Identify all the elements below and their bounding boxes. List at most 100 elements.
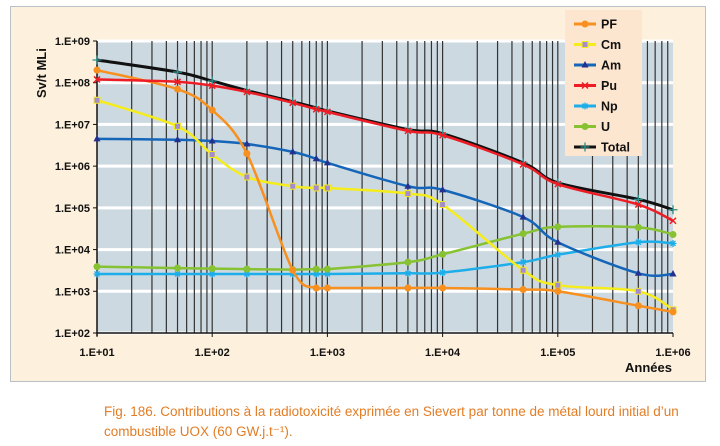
- data-point: [243, 88, 251, 96]
- legend-item: Pu: [574, 79, 617, 93]
- data-point: [312, 284, 320, 292]
- data-point: [323, 265, 331, 273]
- y-axis-label: Sv/t MLi: [34, 48, 49, 98]
- data-point: [668, 205, 678, 215]
- data-point: [93, 134, 101, 142]
- x-axis-label: Années: [625, 360, 672, 375]
- data-point: [581, 123, 589, 130]
- legend-item: Np: [574, 100, 618, 114]
- x-tick-label: 1.E+03: [310, 347, 345, 359]
- data-point: [519, 230, 527, 238]
- y-tick-label: 1.E+08: [55, 78, 90, 90]
- data-point: [174, 270, 182, 278]
- data-point: [174, 122, 182, 130]
- legend-label: Am: [601, 59, 621, 73]
- data-point: [243, 139, 251, 147]
- data-point: [554, 287, 562, 295]
- data-point: [439, 269, 447, 277]
- data-point: [634, 302, 642, 310]
- data-point: [323, 158, 331, 166]
- data-point: [174, 85, 182, 93]
- y-tick-label: 1.E+05: [55, 203, 90, 215]
- data-point: [634, 287, 642, 295]
- data-point: [289, 266, 297, 274]
- data-point: [669, 217, 677, 225]
- data-point: [173, 78, 182, 86]
- legend-item: Total: [574, 141, 630, 155]
- data-point: [581, 20, 589, 28]
- legend-label: Total: [601, 141, 630, 155]
- data-point: [554, 281, 562, 289]
- data-point: [323, 108, 331, 116]
- data-point: [208, 270, 216, 278]
- data-point: [519, 160, 527, 168]
- x-tick-label: 1.E+02: [195, 347, 230, 359]
- data-point: [312, 105, 320, 113]
- y-tick-label: 1.E+04: [55, 245, 91, 257]
- data-point: [174, 264, 182, 272]
- data-point: [404, 127, 412, 135]
- y-tick-label: 1.E+09: [55, 36, 90, 48]
- data-point: [404, 258, 412, 266]
- data-point: [243, 173, 251, 181]
- data-point: [669, 308, 677, 316]
- data-point: [634, 238, 642, 246]
- y-tick-label: 1.E+02: [55, 328, 90, 340]
- data-point: [312, 154, 320, 162]
- data-point: [174, 135, 182, 143]
- legend-label: PF: [601, 18, 617, 32]
- data-point: [554, 180, 562, 188]
- data-point: [581, 81, 589, 90]
- legend-label: Np: [601, 100, 618, 114]
- data-point: [404, 284, 412, 292]
- data-point: [439, 284, 447, 292]
- data-point: [323, 184, 331, 192]
- data-point: [208, 137, 216, 144]
- data-point: [634, 223, 642, 231]
- data-point: [289, 182, 297, 190]
- data-point: [554, 238, 562, 245]
- data-point: [554, 251, 562, 259]
- data-point: [289, 99, 297, 107]
- y-tick-label: 1.E+03: [55, 286, 90, 298]
- series-np: [93, 238, 677, 278]
- data-point: [439, 185, 447, 193]
- legend-item: PF: [574, 18, 617, 32]
- legend-box: [565, 10, 642, 156]
- data-point: [323, 284, 331, 292]
- legend-item: U: [574, 120, 610, 134]
- data-point: [208, 151, 216, 159]
- data-point: [312, 265, 320, 273]
- data-point: [439, 131, 447, 139]
- data-point: [92, 55, 102, 65]
- legend-item: Cm: [574, 38, 621, 52]
- data-point: [669, 230, 677, 238]
- data-point: [580, 142, 590, 152]
- data-point: [93, 270, 101, 278]
- data-point: [519, 286, 527, 294]
- data-point: [519, 258, 527, 266]
- x-tick-label: 1.E+06: [655, 347, 690, 359]
- data-point: [439, 201, 447, 209]
- data-point: [634, 201, 642, 209]
- data-point: [519, 266, 527, 274]
- data-point: [208, 106, 216, 114]
- data-point: [312, 270, 320, 278]
- data-point: [312, 184, 320, 192]
- data-point: [323, 270, 331, 278]
- x-tick-label: 1.E+05: [540, 347, 575, 359]
- data-point: [404, 190, 412, 198]
- data-point: [519, 213, 527, 220]
- data-point: [581, 41, 589, 48]
- data-point: [669, 239, 677, 247]
- data-point: [243, 265, 251, 273]
- legend-label: Pu: [601, 79, 617, 93]
- data-point: [93, 263, 101, 271]
- data-point: [633, 194, 643, 204]
- data-point: [439, 250, 447, 258]
- legend: PF Cm Am Pu Np U Total: [565, 10, 642, 156]
- data-point: [581, 102, 589, 110]
- x-tick-label: 1.E+04: [425, 347, 461, 359]
- legend-label: Cm: [601, 38, 621, 52]
- data-point: [93, 75, 101, 83]
